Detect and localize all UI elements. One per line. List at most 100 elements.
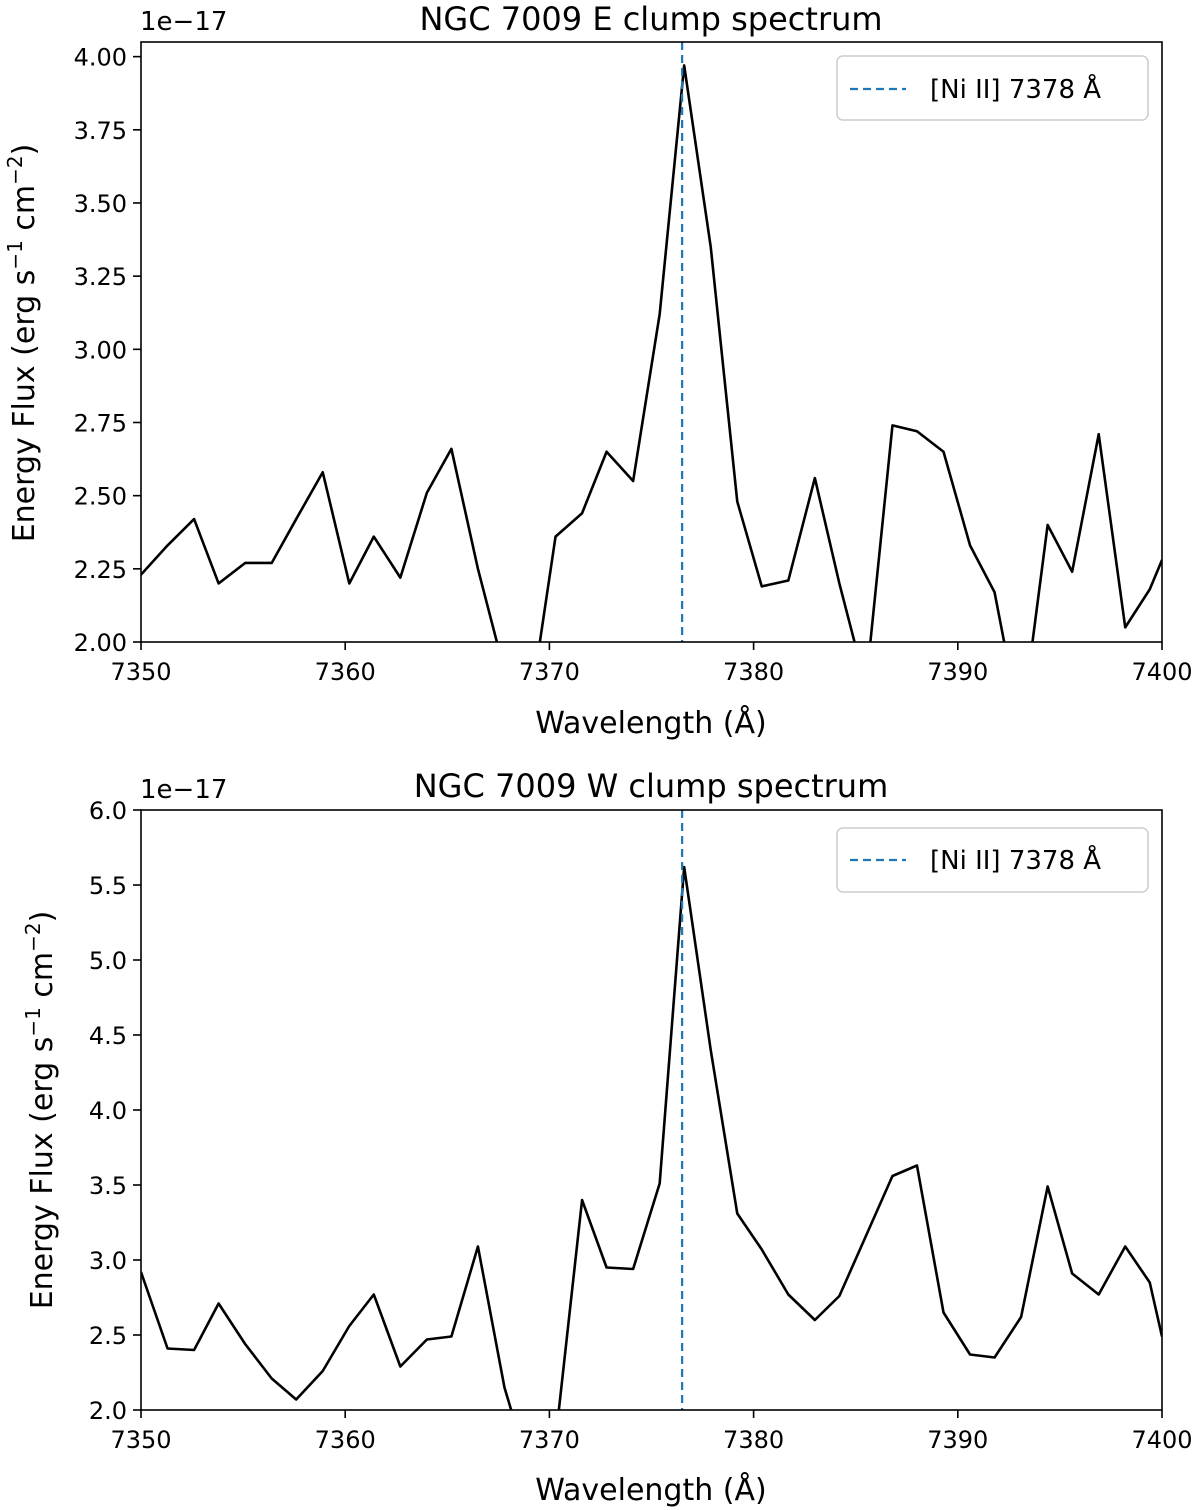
data-point <box>659 313 661 315</box>
series-line-0 <box>141 64 1162 642</box>
data-point <box>916 430 918 432</box>
x-tick-label: 7350 <box>110 1426 171 1454</box>
data-point <box>969 1353 971 1356</box>
x-axis-ticks: 7350 7360 7370 7380 7390 7400 <box>110 642 1193 686</box>
plot-lines <box>141 42 1162 716</box>
legend: [Ni II] 7378 Å <box>836 827 1149 893</box>
data-point <box>528 715 529 716</box>
data-point <box>322 471 324 473</box>
x-axis-label: Wavelength (Å) <box>535 1472 766 1508</box>
x-tick-label: 7380 <box>723 1426 784 1454</box>
data-point <box>477 568 479 570</box>
y-tick-label: 2.50 <box>74 483 127 511</box>
data-point <box>659 1182 661 1185</box>
data-point <box>632 480 634 482</box>
data-point <box>1124 1245 1126 1248</box>
x-tick-label: 7350 <box>110 658 171 686</box>
data-point <box>218 582 220 585</box>
data-point <box>166 1347 169 1350</box>
data-point <box>942 1311 945 1314</box>
data-point <box>193 1349 195 1351</box>
chart-title: NGC 7009 W clump spectrum <box>414 767 889 805</box>
x-tick-label: 7390 <box>927 1426 988 1454</box>
data-point <box>916 1164 918 1167</box>
data-point <box>736 500 738 503</box>
data-point <box>450 448 452 450</box>
data-point <box>503 1386 506 1389</box>
y-tick-label: 3.50 <box>74 190 127 218</box>
data-point <box>632 1268 634 1270</box>
offset-text: 1e−17 <box>140 7 227 37</box>
data-point <box>1098 1293 1100 1296</box>
y-tick-label: 3.00 <box>74 336 127 364</box>
data-point <box>838 582 840 585</box>
data-point <box>838 1295 840 1297</box>
data-point <box>865 1235 867 1237</box>
data-point <box>1124 626 1126 628</box>
data-point <box>426 492 428 494</box>
y-tick-label: 2.75 <box>74 409 127 437</box>
data-point <box>605 451 608 453</box>
data-point <box>683 64 685 67</box>
series-line-0 <box>141 865 1162 1410</box>
data-point <box>683 866 685 868</box>
y-tick-label: 5.0 <box>89 947 127 975</box>
data-point <box>1149 588 1151 590</box>
data-point <box>348 582 350 585</box>
data-point <box>736 1212 738 1215</box>
y-tick-label: 2.00 <box>74 629 127 657</box>
data-point <box>554 536 557 538</box>
data-point <box>295 518 297 520</box>
x-tick-label: 7400 <box>1131 658 1192 686</box>
data-point <box>193 518 195 520</box>
data-point <box>399 577 401 579</box>
data-point <box>348 1325 350 1327</box>
y-tick-label: 3.0 <box>89 1247 127 1275</box>
y-tick-label: 5.5 <box>89 872 127 900</box>
data-point <box>865 685 866 686</box>
data-point <box>969 544 971 547</box>
data-point <box>761 1248 763 1251</box>
axes-frame <box>140 41 1163 643</box>
x-tick-label: 7360 <box>315 658 376 686</box>
data-point <box>814 477 816 479</box>
y-axis-ticks: 2.00 2.25 2.50 2.75 3.00 3.25 3.50 3.75 4.00 <box>74 44 141 657</box>
data-point <box>477 1245 479 1248</box>
x-tick-label: 7360 <box>315 1426 376 1454</box>
y-tick-label: 2.5 <box>89 1322 127 1350</box>
chart-panel-e-clump: 7350 7360 7370 7380 7390 7400 2.00 2.25 2.50 2.7… <box>3 0 1193 741</box>
chart-panel-w-clump: 7350 7360 7370 7380 7390 7400 2.0 2.5 3.0 3.5 4.0… <box>21 767 1193 1508</box>
legend-label: [Ni II] 7378 Å <box>930 73 1101 105</box>
data-point <box>942 451 945 453</box>
data-point <box>271 1377 273 1380</box>
data-point <box>1149 1281 1151 1284</box>
data-point <box>993 1356 996 1359</box>
data-point <box>1071 571 1073 573</box>
y-axis-label: Energy Flux (erg s−1 cm−2) <box>3 144 42 543</box>
y-tick-label: 6.0 <box>89 797 127 825</box>
data-point <box>244 1343 246 1345</box>
data-point <box>450 1335 452 1338</box>
y-tick-label: 4.00 <box>74 44 127 72</box>
y-tick-label: 4.0 <box>89 1097 127 1125</box>
data-point <box>1047 524 1049 526</box>
data-point <box>710 246 712 248</box>
y-tick-label: 2.25 <box>74 556 127 584</box>
data-point <box>993 591 996 593</box>
y-tick-label: 3.5 <box>89 1172 127 1200</box>
y-tick-label: 3.75 <box>74 117 127 145</box>
data-point <box>244 562 246 564</box>
y-tick-label: 2.0 <box>89 1397 127 1425</box>
chart-title: NGC 7009 E clump spectrum <box>419 0 882 38</box>
x-tick-label: 7370 <box>519 1426 580 1454</box>
y-tick-label: 3.25 <box>74 263 127 291</box>
axes-frame <box>140 809 1163 1411</box>
y-axis-ticks: 2.0 2.5 3.0 3.5 4.0 4.5 5.0 5.5 6.0 <box>89 797 141 1425</box>
data-point <box>787 1293 789 1296</box>
data-point <box>295 1398 297 1401</box>
data-point <box>218 1302 220 1305</box>
y-axis-label: Energy Flux (erg s−1 cm−2) <box>21 911 60 1310</box>
data-point <box>1098 433 1100 435</box>
x-axis-ticks: 7350 7360 7370 7380 7390 7400 <box>110 1410 1193 1454</box>
data-point <box>761 585 763 587</box>
